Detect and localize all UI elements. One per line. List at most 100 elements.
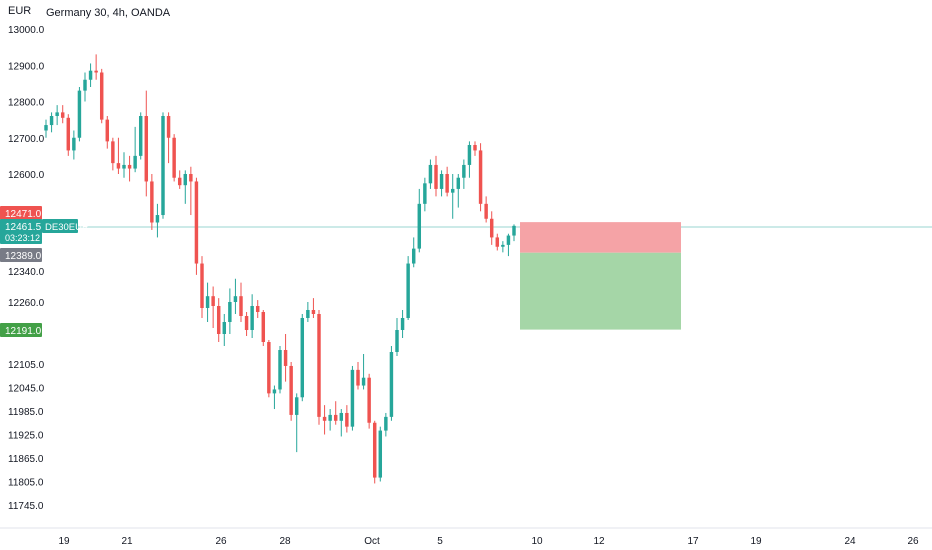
candle	[233, 278, 238, 314]
chart-title: Germany 30, 4h, OANDA	[46, 7, 171, 19]
candle-body	[205, 296, 210, 308]
candle	[439, 170, 444, 197]
candle	[512, 224, 516, 242]
date-tick-label: 5	[437, 536, 443, 547]
date-tick-label: 19	[58, 536, 70, 547]
candle-body	[478, 150, 483, 204]
candle-body	[395, 330, 399, 352]
candle-body	[445, 174, 449, 193]
date-tick-label: Oct	[364, 536, 380, 547]
candle-body	[289, 365, 293, 415]
candle-body	[166, 116, 171, 138]
currency-label: EUR	[8, 5, 31, 17]
candle-body	[77, 90, 82, 138]
candle-body	[177, 177, 182, 186]
date-tick-label: 21	[121, 536, 133, 547]
candle	[345, 405, 349, 433]
candle-body	[66, 117, 71, 151]
candle-body	[189, 174, 193, 182]
candle-body	[506, 235, 511, 245]
candle	[261, 310, 266, 346]
date-tick-label: 26	[215, 536, 227, 547]
candle-body	[55, 112, 59, 116]
candle-body	[44, 125, 48, 131]
candle-body	[200, 263, 204, 308]
candle-body	[133, 155, 137, 169]
candle	[283, 334, 288, 382]
candle	[239, 282, 243, 322]
candle-body	[501, 244, 505, 247]
candle-body	[495, 237, 500, 247]
candle-body	[417, 203, 422, 249]
candle	[406, 256, 410, 320]
candle	[49, 112, 54, 133]
candle-body	[122, 164, 126, 169]
candle-body	[512, 225, 516, 236]
candle-body	[378, 430, 383, 478]
candle	[189, 166, 193, 216]
candle-body	[216, 306, 221, 334]
candle-body	[384, 416, 388, 431]
candle	[138, 112, 143, 160]
candle-body	[372, 422, 377, 478]
position-tool[interactable]	[520, 222, 681, 330]
candle-body	[250, 306, 254, 330]
candle	[272, 385, 277, 410]
candle-body	[83, 79, 87, 91]
candle	[66, 114, 71, 156]
candle	[111, 137, 115, 171]
candle	[88, 63, 93, 87]
candle-body	[489, 218, 494, 238]
candle-body	[328, 414, 332, 421]
candle	[294, 393, 299, 453]
candle	[300, 314, 305, 402]
candle	[434, 155, 438, 197]
candle	[55, 105, 59, 126]
candle-body	[261, 312, 266, 342]
candle	[211, 286, 215, 328]
candle-body	[150, 181, 154, 223]
candle-body	[155, 215, 160, 223]
candle	[166, 112, 171, 164]
candle	[200, 256, 204, 318]
candle-body	[88, 70, 93, 80]
candle	[400, 310, 405, 338]
price-axis[interactable]: 13000.0 12900.0 12800.0 12700.0 12600.0 12340…	[8, 25, 45, 512]
target-price-badge: 12191.0	[0, 323, 42, 337]
candle-body	[306, 310, 310, 318]
candle	[478, 143, 483, 212]
price-tick-label: 12340.0	[8, 267, 45, 278]
candle	[105, 116, 110, 149]
candle-body	[244, 316, 249, 330]
candle-body	[183, 174, 188, 186]
candle	[94, 54, 98, 80]
candle	[194, 177, 199, 275]
candle-body	[239, 296, 243, 316]
candle-body	[161, 116, 165, 216]
candle	[144, 90, 149, 197]
candle-body	[361, 377, 366, 386]
date-tick-label: 10	[531, 536, 543, 547]
stop-loss-zone[interactable]	[520, 222, 681, 253]
candle-body	[294, 397, 299, 415]
candle	[155, 203, 160, 238]
price-tick-label: 12700.0	[8, 134, 45, 145]
candle	[484, 196, 488, 223]
last-price-badge: 12461.5 03:23:12	[0, 219, 42, 244]
date-tick-label: 24	[844, 536, 856, 547]
candle	[216, 298, 221, 342]
symbol-text: DE30EUR	[45, 222, 89, 233]
price-tick-label: 12600.0	[8, 170, 45, 181]
time-axis[interactable]: 19 21 26 28 Oct 5 10 12 17 19 24 26	[58, 536, 919, 547]
take-profit-zone[interactable]	[520, 252, 681, 330]
candle	[506, 233, 511, 257]
candle-body	[339, 412, 344, 421]
candle	[255, 300, 260, 318]
price-tick-label: 12045.0	[8, 384, 45, 395]
candle	[222, 314, 227, 346]
date-tick-label: 17	[687, 536, 699, 547]
candle	[228, 288, 232, 334]
candle-body	[94, 70, 98, 73]
candle	[495, 233, 500, 251]
